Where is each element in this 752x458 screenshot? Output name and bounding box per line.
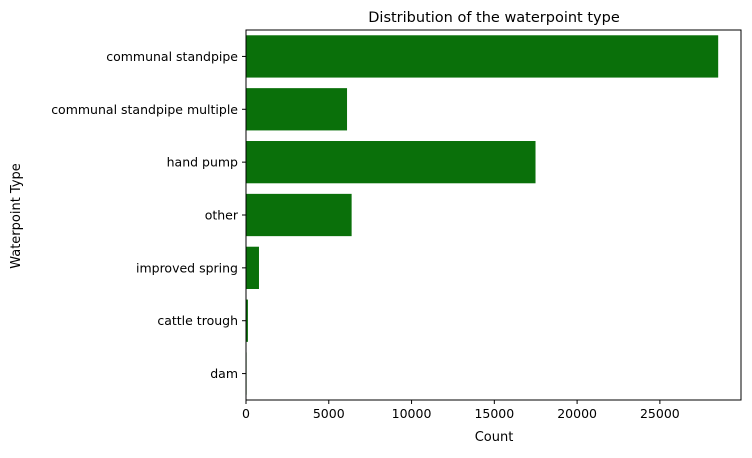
x-axis-ticks: 0 5000 10000 15000 20000 25000 <box>242 400 680 421</box>
chart-title: Distribution of the waterpoint type <box>368 10 620 26</box>
plot-border <box>245 29 742 401</box>
bar-communal-standpipe <box>246 35 719 78</box>
bar-improved-spring <box>246 246 259 289</box>
x-tick-label: 10000 <box>392 406 432 421</box>
y-tick-label: dam <box>210 366 238 381</box>
bar-cattle-trough <box>246 299 248 342</box>
x-tick-label: 15000 <box>474 406 514 421</box>
bar-other <box>246 193 352 237</box>
y-tick-label: communal standpipe multiple <box>51 102 238 117</box>
x-tick-label: 25000 <box>640 406 680 421</box>
y-tick-label: improved spring <box>136 260 238 275</box>
y-tick-label: other <box>205 208 239 223</box>
x-tick-label: 5000 <box>313 406 345 421</box>
y-tick-label: cattle trough <box>157 313 238 328</box>
bars-layer <box>246 35 719 395</box>
axes-frame <box>245 29 742 401</box>
bar-hand-pump <box>246 141 536 184</box>
x-tick-label: 0 <box>242 406 250 421</box>
y-axis-ticks: communal standpipe communal standpipe mul… <box>51 49 246 381</box>
y-axis-label: Waterpoint Type <box>9 163 24 269</box>
x-axis-label: Count <box>475 430 514 445</box>
x-tick-label: 20000 <box>557 406 597 421</box>
bar-communal-standpipe-multiple <box>246 88 348 131</box>
y-tick-label: hand pump <box>167 155 238 170</box>
y-tick-label: communal standpipe <box>106 49 238 64</box>
